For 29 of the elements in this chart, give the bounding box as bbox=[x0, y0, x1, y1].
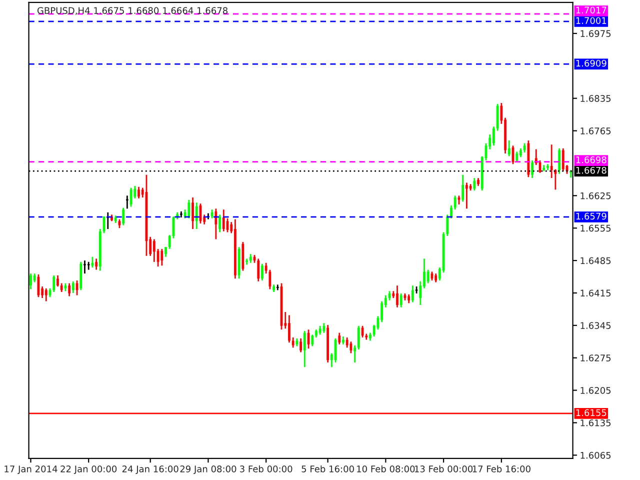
ref-line-label: 1.6579 bbox=[576, 212, 606, 220]
y-tick-label: 1.6555 bbox=[580, 224, 611, 232]
chart-title: GBPUSD,H4 1.6675 1.6680 1.6664 1.6678 bbox=[37, 7, 228, 15]
ref-line-label: 1.7017 bbox=[576, 6, 606, 14]
ref-line-label: 1.6698 bbox=[576, 156, 606, 164]
y-tick-label: 1.6625 bbox=[580, 192, 611, 200]
x-tick-label: 29 Jan 08:00 bbox=[180, 466, 236, 474]
ref-line-label: 1.6155 bbox=[576, 409, 606, 416]
y-tick-label: 1.6065 bbox=[580, 452, 611, 459]
y-tick-label: 1.6345 bbox=[580, 322, 611, 329]
y-tick-label: 1.6765 bbox=[580, 127, 611, 134]
y-tick-label: 1.6275 bbox=[580, 354, 611, 362]
y-tick-label: 1.6485 bbox=[580, 257, 611, 264]
y-tick-label: 1.6975 bbox=[580, 30, 611, 38]
y-tick-label: 1.6415 bbox=[580, 290, 611, 297]
ref-line-label: 1.7001 bbox=[576, 17, 606, 24]
x-tick-label: 17 Feb 16:00 bbox=[472, 465, 530, 472]
x-tick-label: 22 Jan 00:00 bbox=[60, 466, 117, 474]
y-tick-label: 1.6135 bbox=[580, 419, 611, 426]
x-tick-label: 10 Feb 08:00 bbox=[357, 465, 415, 472]
x-tick-label: 24 Jan 16:00 bbox=[122, 466, 178, 474]
ref-line-label: 1.6678 bbox=[576, 166, 606, 174]
x-tick-label: 13 Feb 00:00 bbox=[414, 465, 473, 472]
y-tick-label: 1.6835 bbox=[580, 95, 611, 102]
ref-line-label: 1.6909 bbox=[576, 60, 606, 67]
x-tick-label: 5 Feb 16:00 bbox=[302, 465, 354, 472]
x-tick-label: 3 Feb 00:00 bbox=[240, 465, 292, 472]
y-tick-label: 1.6205 bbox=[580, 387, 611, 394]
x-tick-label: 17 Jan 2014 bbox=[4, 466, 58, 474]
